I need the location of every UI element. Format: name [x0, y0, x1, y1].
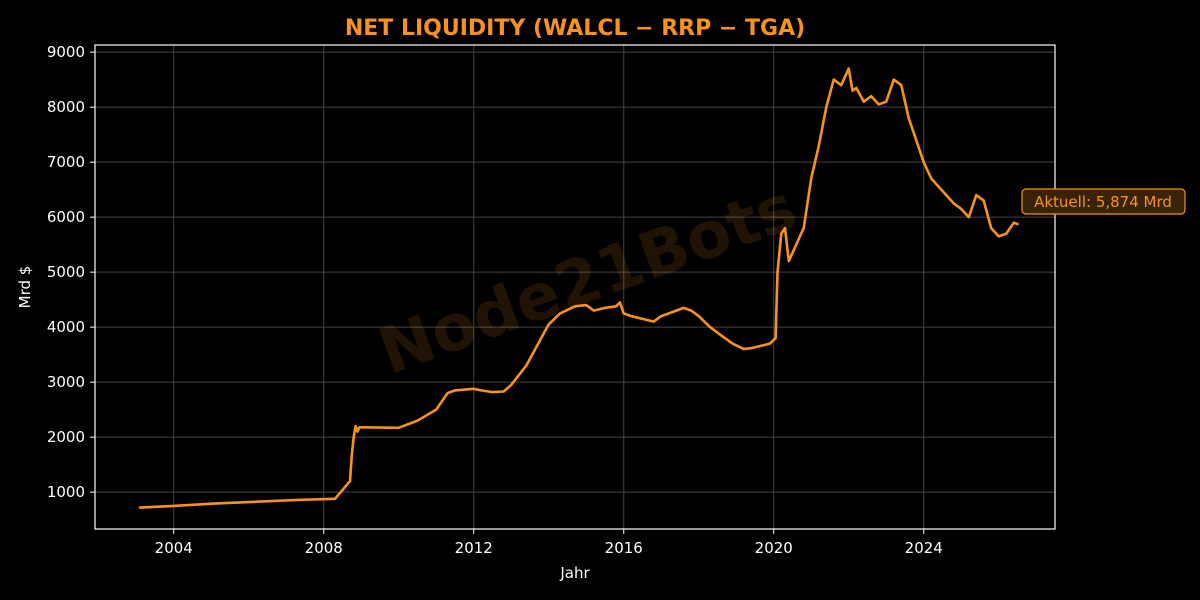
- y-tick-label: 9000: [47, 43, 85, 61]
- y-tick-label: 5000: [47, 263, 85, 281]
- y-tick-label: 7000: [47, 153, 85, 171]
- y-tick-label: 3000: [47, 373, 85, 391]
- x-tick-label: 2004: [155, 539, 193, 557]
- x-tick-label: 2008: [305, 539, 343, 557]
- plot-frame: [94, 44, 1056, 530]
- x-tick-label: 2012: [455, 539, 493, 557]
- x-tick-label: 2024: [905, 539, 943, 557]
- y-tick-label: 8000: [47, 98, 85, 116]
- y-tick-label: 2000: [47, 428, 85, 446]
- callout-label: Aktuell: 5,874 Mrd: [1034, 193, 1172, 211]
- y-tick-label: 4000: [47, 318, 85, 336]
- current-value-callout: Aktuell: 5,874 Mrd: [1021, 188, 1186, 215]
- x-tick-label: 2020: [755, 539, 793, 557]
- axis-ticks: 2004 2008 2012 2016 2020 2024 1000 2000 3000 4000…: [47, 43, 943, 557]
- x-tick-label: 2016: [605, 539, 643, 557]
- y-tick-label: 1000: [47, 483, 85, 501]
- series-line: [138, 67, 1019, 509]
- y-axis-label: Mrd $: [16, 266, 34, 309]
- callout-box: [1021, 188, 1186, 215]
- x-axis-label: Jahr: [559, 564, 590, 582]
- grid-lines: [95, 45, 1055, 529]
- y-tick-label: 6000: [47, 208, 85, 226]
- chart-title: NET LIQUIDITY (WALCL − RRP − TGA): [345, 16, 805, 41]
